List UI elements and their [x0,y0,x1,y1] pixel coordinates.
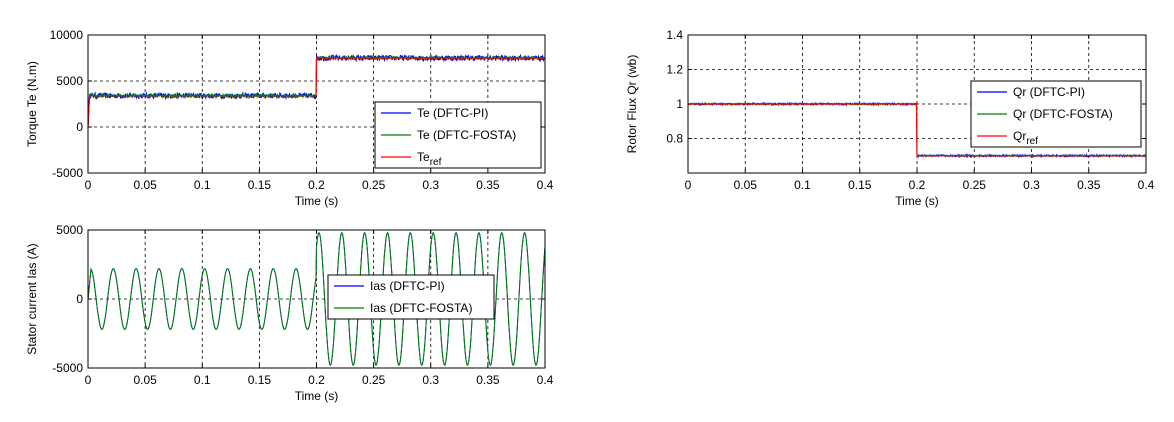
y-axis-label: Torque Te (N.m) [25,61,39,147]
chart-current: 0 0.05 0.1 0.15 0.2 0.25 0.3 0.35 0.4-500005000T… [25,223,554,403]
x-tick-label: 0.15 [248,178,272,192]
plot-frame [87,34,546,174]
series-group [88,53,545,128]
y-tick-label: 5000 [56,223,83,237]
legend-entry-2: Qr (DFTC-FOSTA) [1013,107,1113,121]
x-tick-label: 0.2 [308,373,325,387]
x-axis-label: Time (s) [295,389,339,403]
legend-entry-3: Teref [417,150,442,168]
x-tick-label: 0.25 [362,373,386,387]
x-tick-label: 0.35 [476,178,500,192]
series-group [688,101,1146,159]
x-tick-label: 0.05 [133,178,157,192]
plot-frame [87,229,546,369]
series-line-3 [688,103,1146,157]
x-tick-label: 0.3 [422,178,439,192]
x-tick-label: 0.05 [734,178,758,192]
y-tick-label: 1.2 [666,63,683,77]
x-tick-label: 0.2 [909,178,926,192]
legend-entry-3: Qrref [1013,129,1038,147]
series-group [88,232,545,366]
x-tick-label: 0.4 [1138,178,1155,192]
y-tick-label: 0 [76,292,83,306]
x-tick-label: 0.3 [1023,178,1040,192]
x-tick-label: 0.2 [308,178,325,192]
x-tick-label: 0.15 [848,178,872,192]
y-tick-label: -5000 [52,361,83,375]
y-axis-label: Stator current Ias (A) [25,243,39,354]
legend: Ias (DFTC-PI) Ias (DFTC-FOSTA) [327,274,495,320]
legend-entry-1: Te (DFTC-PI) [417,106,488,120]
chart-flux: 0 0.05 0.1 0.15 0.2 0.25 0.3 0.35 0.4 0.8 1 1.2 1.4 T… [625,28,1155,208]
x-tick-label: 0.25 [362,178,386,192]
plot-frame [687,34,1147,174]
y-tick-label: -5000 [52,166,83,180]
y-axis-label: Rotor Flux Qr (wb) [625,55,639,154]
x-tick-label: 0.05 [133,373,157,387]
series-line-2 [88,232,545,366]
legend-entry-2: Ias (DFTC-FOSTA) [370,301,472,315]
x-tick-label: 0.1 [194,178,211,192]
legend-entry-2: Te (DFTC-FOSTA) [417,128,516,142]
y-tick-label: 1.4 [666,28,683,42]
x-tick-label: 0 [85,178,92,192]
x-tick-label: 0.4 [537,178,554,192]
legend-box [327,274,495,320]
y-tick-label: 5000 [56,74,83,88]
x-tick-label: 0.1 [794,178,811,192]
y-tick-label: 0.8 [666,132,683,146]
series-line-3 [88,57,545,128]
x-tick-label: 0.3 [422,373,439,387]
legend: Qr (DFTC-PI) Qr (DFTC-FOSTA) Qrref [970,80,1142,148]
chart-torque: 0 0.05 0.1 0.15 0.2 0.25 0.3 0.35 0.4-5000050001… [25,28,554,208]
x-tick-label: 0.35 [1077,178,1101,192]
legend-entry-1: Qr (DFTC-PI) [1013,85,1085,99]
y-tick-label: 10000 [50,28,84,42]
y-tick-label: 0 [76,120,83,134]
x-axis-label: Time (s) [295,194,339,208]
x-tick-label: 0 [85,373,92,387]
x-tick-label: 0.4 [537,373,554,387]
legend-entry-1: Ias (DFTC-PI) [370,279,445,293]
legend: Te (DFTC-PI) Te (DFTC-FOSTA) Teref [374,101,542,169]
x-tick-label: 0.25 [963,178,987,192]
x-tick-label: 0.35 [476,373,500,387]
y-tick-label: 1 [676,97,683,111]
x-tick-label: 0 [685,178,692,192]
x-tick-label: 0.15 [248,373,272,387]
x-tick-label: 0.1 [194,373,211,387]
x-axis-label: Time (s) [895,194,939,208]
